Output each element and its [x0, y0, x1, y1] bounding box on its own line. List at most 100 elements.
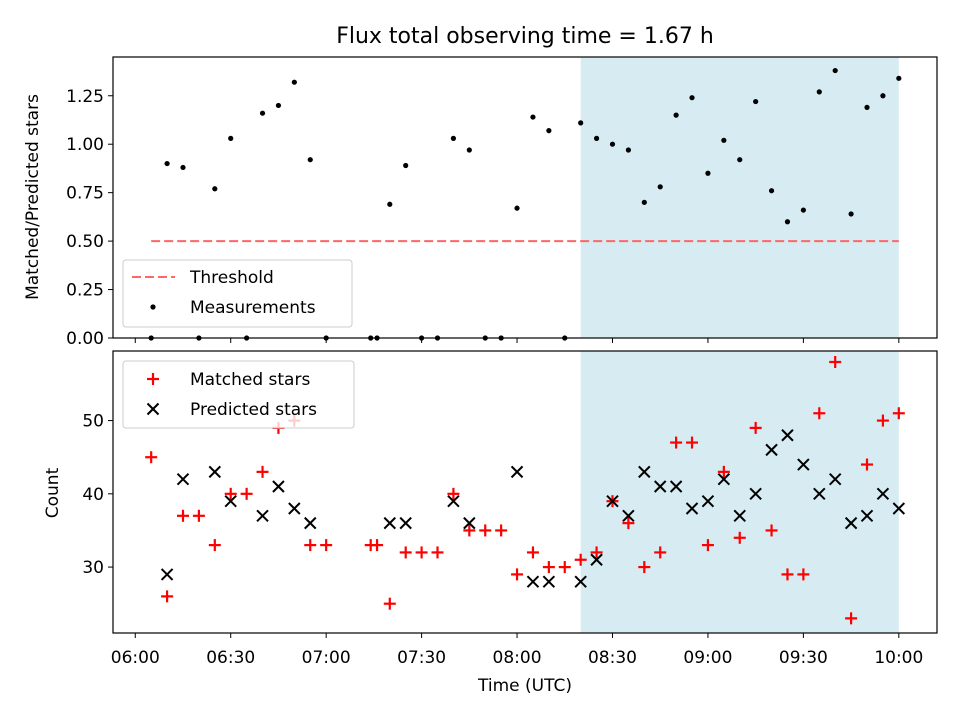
matched-star-point [176, 509, 189, 522]
measurement-point [307, 157, 313, 163]
predicted-star-point [828, 472, 842, 486]
matched-star-point [447, 487, 460, 500]
measurement-point [784, 219, 791, 225]
matched-star-point [670, 436, 683, 449]
predicted-star-point [224, 494, 237, 508]
measurement-point [705, 170, 711, 176]
legend-measurements-swatch [150, 304, 156, 310]
predicted-star-point [288, 502, 301, 515]
measurement-point [530, 114, 536, 120]
matched-star-point [224, 487, 237, 500]
x-axis-label: Time (UTC) [477, 676, 572, 696]
x-tick-label: 06:00 [111, 648, 160, 668]
matched-star-point [161, 590, 174, 603]
top-axes-frame [112, 56, 938, 339]
measurement-point [657, 184, 663, 190]
predicted-star-point [399, 516, 412, 530]
measurement-point [816, 89, 822, 95]
measurement-point [880, 93, 886, 99]
predicted-star-point [447, 494, 460, 508]
matched-star-point [511, 568, 524, 581]
measurement-point [259, 110, 266, 116]
bottom-shaded-interval [580, 351, 899, 633]
matched-star-point [765, 524, 778, 537]
matched-star-point [383, 597, 396, 610]
matched-star-point [371, 539, 384, 552]
measurement-point [609, 141, 616, 147]
measurement-point [625, 147, 631, 153]
measurement-point [800, 207, 806, 213]
measurement-point [848, 211, 854, 217]
y-tick-label: 0.50 [66, 232, 104, 252]
predicted-star-point [717, 472, 731, 486]
measurement-point [164, 160, 170, 167]
measurement-point [721, 137, 727, 143]
measurement-point [768, 188, 775, 194]
bottom-x-axis: 06:00 06:30 07:00 07:30 08:00 08:30 09:00 09:30… [111, 633, 923, 668]
matched-star-point [733, 531, 746, 544]
x-tick-label: 07:30 [397, 648, 446, 668]
y-tick-label: 40 [82, 485, 104, 505]
matched-star-point [797, 568, 810, 581]
predicted-star-point [638, 465, 651, 479]
x-tick-label: 06:30 [206, 648, 255, 668]
matched-star-point [781, 568, 794, 581]
top-y-axis: 0.00 0.25 0.50 0.75 1.00 1.25 [66, 87, 113, 349]
matched-star-point [686, 436, 699, 449]
x-tick-label: 09:00 [683, 648, 732, 668]
matched-star-point [717, 465, 730, 478]
x-tick-label: 10:00 [874, 648, 923, 668]
measurement-point [673, 112, 679, 118]
bottom-legend-box [122, 360, 355, 429]
predicted-star-point [590, 553, 603, 566]
matched-star-point [208, 539, 221, 552]
top-legend: Threshold Measurements [122, 259, 353, 328]
matched-star-point [192, 509, 205, 522]
measurement-point [641, 199, 647, 205]
matched-star-point [495, 524, 508, 537]
matched-star-point [256, 465, 269, 478]
y-tick-label: 0.00 [66, 329, 104, 349]
predicted-star-point [781, 429, 794, 442]
matched-star-point [622, 517, 635, 530]
predicted-star-point [749, 487, 762, 501]
matched-star-point [813, 407, 826, 420]
predicted-star-point [542, 575, 556, 588]
top-panel: 0.00 0.25 0.50 0.75 1.00 1.25 Matched/Predict… [23, 56, 938, 349]
measurement-point [689, 95, 695, 101]
bottom-y-axis: 30 40 50 [82, 412, 113, 578]
matched-star-point [399, 546, 412, 559]
matched-star-point [701, 539, 714, 552]
x-tick-label: 08:00 [493, 648, 542, 668]
matched-star-point [861, 458, 874, 471]
y-tick-label: 30 [82, 558, 104, 578]
predicted-star-point [669, 480, 683, 493]
legend-matched-swatch [147, 373, 159, 385]
predicted-star-point [383, 516, 396, 530]
measurement-point [864, 104, 870, 110]
matched-star-point [240, 487, 253, 500]
y-tick-label: 50 [82, 412, 104, 432]
matched-star-point [479, 524, 492, 537]
matched-star-point [145, 451, 158, 464]
predicted-star-point [622, 509, 635, 523]
measurement-point [832, 67, 838, 74]
predicted-star-point [574, 575, 587, 588]
matched-star-point [463, 524, 476, 537]
matched-star-point [558, 561, 571, 574]
matched-star-point [431, 546, 444, 559]
predicted-star-point [256, 509, 269, 523]
measurement-point [737, 157, 743, 163]
predicted-star-point [765, 443, 778, 457]
measurement-point [546, 128, 552, 134]
matched-star-point [320, 539, 333, 552]
y-tick-label: 0.75 [66, 184, 104, 204]
measurement-point [578, 120, 584, 126]
predicted-star-point [876, 487, 890, 501]
measurement-point [466, 147, 472, 153]
top-plot-area [148, 67, 902, 341]
predicted-star-point [797, 458, 810, 471]
predicted-star-point [272, 480, 285, 493]
predicted-star-point [860, 509, 874, 523]
y-tick-label: 0.25 [66, 281, 104, 301]
